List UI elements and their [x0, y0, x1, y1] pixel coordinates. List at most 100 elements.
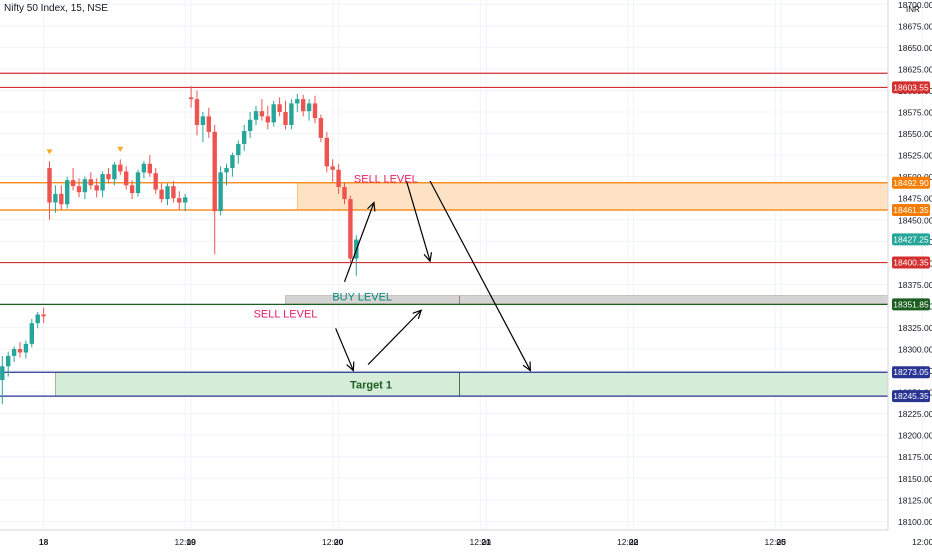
candle-body — [129, 185, 135, 194]
candle-body — [35, 314, 40, 324]
price-label-bg — [892, 366, 930, 379]
price-label-bg — [892, 81, 930, 94]
y-tick-label: 18375.00 — [898, 280, 932, 290]
trend-arrow[interactable] — [335, 328, 355, 372]
x-tick-label: 12:00 — [617, 537, 639, 547]
candle-body — [106, 174, 111, 180]
price-label-bg — [892, 298, 930, 311]
x-tick-label: 20 — [334, 537, 344, 547]
x-tick-label: 12:00 — [322, 537, 344, 547]
arrow-head — [423, 252, 433, 263]
candle-body — [324, 137, 329, 167]
arrow-shaft — [367, 309, 422, 365]
y-tick-label: 18700.00 — [898, 0, 932, 10]
y-tick-label: 18475.00 — [898, 194, 932, 204]
x-tick-label: 22 — [629, 537, 639, 547]
y-tick-label: 18450.00 — [898, 215, 932, 225]
arrow-shaft — [343, 202, 375, 283]
x-tick-label: 12:00 — [765, 537, 787, 547]
candle-body — [312, 103, 318, 119]
candle-body — [230, 155, 235, 169]
candle-body — [183, 197, 188, 203]
annotation-text[interactable]: Target 1 — [350, 379, 392, 391]
trend-arrow[interactable] — [405, 180, 433, 263]
candle-body — [65, 180, 70, 205]
x-tick-label: 19 — [186, 537, 196, 547]
price-label: 18492.90 — [893, 178, 929, 188]
annotation-text[interactable]: SELL LEVEL — [354, 173, 418, 185]
candle-body — [171, 186, 176, 199]
price-label-bg — [892, 176, 930, 189]
y-tick-label: 18150.00 — [898, 474, 932, 484]
candle-body — [141, 163, 147, 173]
candle-body — [41, 314, 46, 317]
currency-label: INR — [906, 5, 920, 14]
price-label: 18351.85 — [893, 299, 929, 309]
candle-body — [17, 349, 23, 353]
candle-body — [247, 119, 253, 131]
candle-body — [76, 186, 82, 193]
candle-body — [23, 343, 29, 353]
candle-body — [271, 104, 276, 123]
x-tick-label: 25 — [776, 537, 786, 547]
candle-body — [224, 168, 229, 173]
y-tick-label: 18675.00 — [898, 21, 932, 31]
price-label-bg — [892, 203, 930, 216]
candle-body — [283, 112, 288, 125]
annotations: SELL LEVEL BUY LEVEL SELL LEVEL Target 1 — [254, 173, 418, 391]
signal-marker — [46, 149, 53, 155]
price-labels: 18603.55 18492.90 18461.35 18427.25 18400.35… — [892, 81, 930, 403]
price-label: 18461.35 — [893, 205, 929, 215]
y-tick-label: 18525.00 — [898, 151, 932, 161]
candle-body — [118, 164, 123, 172]
candle-body — [206, 116, 211, 132]
candle-body — [165, 186, 170, 200]
trend-arrow[interactable] — [429, 180, 531, 372]
x-tick-label: 21 — [481, 537, 491, 547]
grid-lines — [0, 0, 924, 530]
candle-body — [11, 349, 17, 356]
arrow-head — [412, 309, 423, 319]
y-tick-label: 18625.00 — [898, 64, 932, 74]
trend-arrow[interactable] — [343, 201, 376, 283]
annotation-text[interactable]: BUY LEVEL — [332, 291, 392, 303]
y-tick-label: 18175.00 — [898, 452, 932, 462]
candle-body — [253, 111, 259, 120]
candle-body — [242, 130, 247, 144]
price-label-bg — [892, 233, 930, 246]
candle-body — [6, 355, 11, 367]
price-label: 18400.35 — [893, 258, 929, 268]
annotation-text[interactable]: SELL LEVEL — [254, 309, 318, 321]
y-tick-label: 18325.00 — [898, 323, 932, 333]
arrow-head — [346, 361, 355, 372]
arrow-head — [367, 201, 376, 212]
x-tick-label: 12:00 — [470, 537, 492, 547]
candle-body — [177, 198, 182, 203]
price-label: 18245.35 — [893, 391, 929, 401]
y-tick-label: 18100.00 — [898, 517, 932, 527]
candle-body — [348, 199, 353, 259]
candle-body — [194, 99, 200, 125]
candle-body — [188, 97, 194, 100]
y-tick-label: 18550.00 — [898, 129, 932, 139]
candles — [0, 86, 359, 405]
candle-body — [135, 172, 141, 194]
candle-body — [100, 174, 105, 191]
candle-body — [59, 193, 64, 205]
sell-zone[interactable] — [296, 182, 889, 211]
candle-body — [82, 179, 88, 193]
trend-arrow[interactable] — [367, 309, 423, 365]
candle-body — [147, 163, 152, 174]
x-tick-label: 12:00 — [175, 537, 197, 547]
price-label: 18427.25 — [893, 234, 929, 244]
y-tick-label: 18200.00 — [898, 431, 932, 441]
candle-body — [124, 171, 129, 186]
candle-body — [0, 366, 5, 381]
target-zone[interactable] — [55, 371, 889, 397]
candle-body — [218, 172, 223, 212]
candle-body — [295, 99, 300, 104]
arrows — [335, 180, 531, 372]
price-lines — [0, 72, 888, 397]
